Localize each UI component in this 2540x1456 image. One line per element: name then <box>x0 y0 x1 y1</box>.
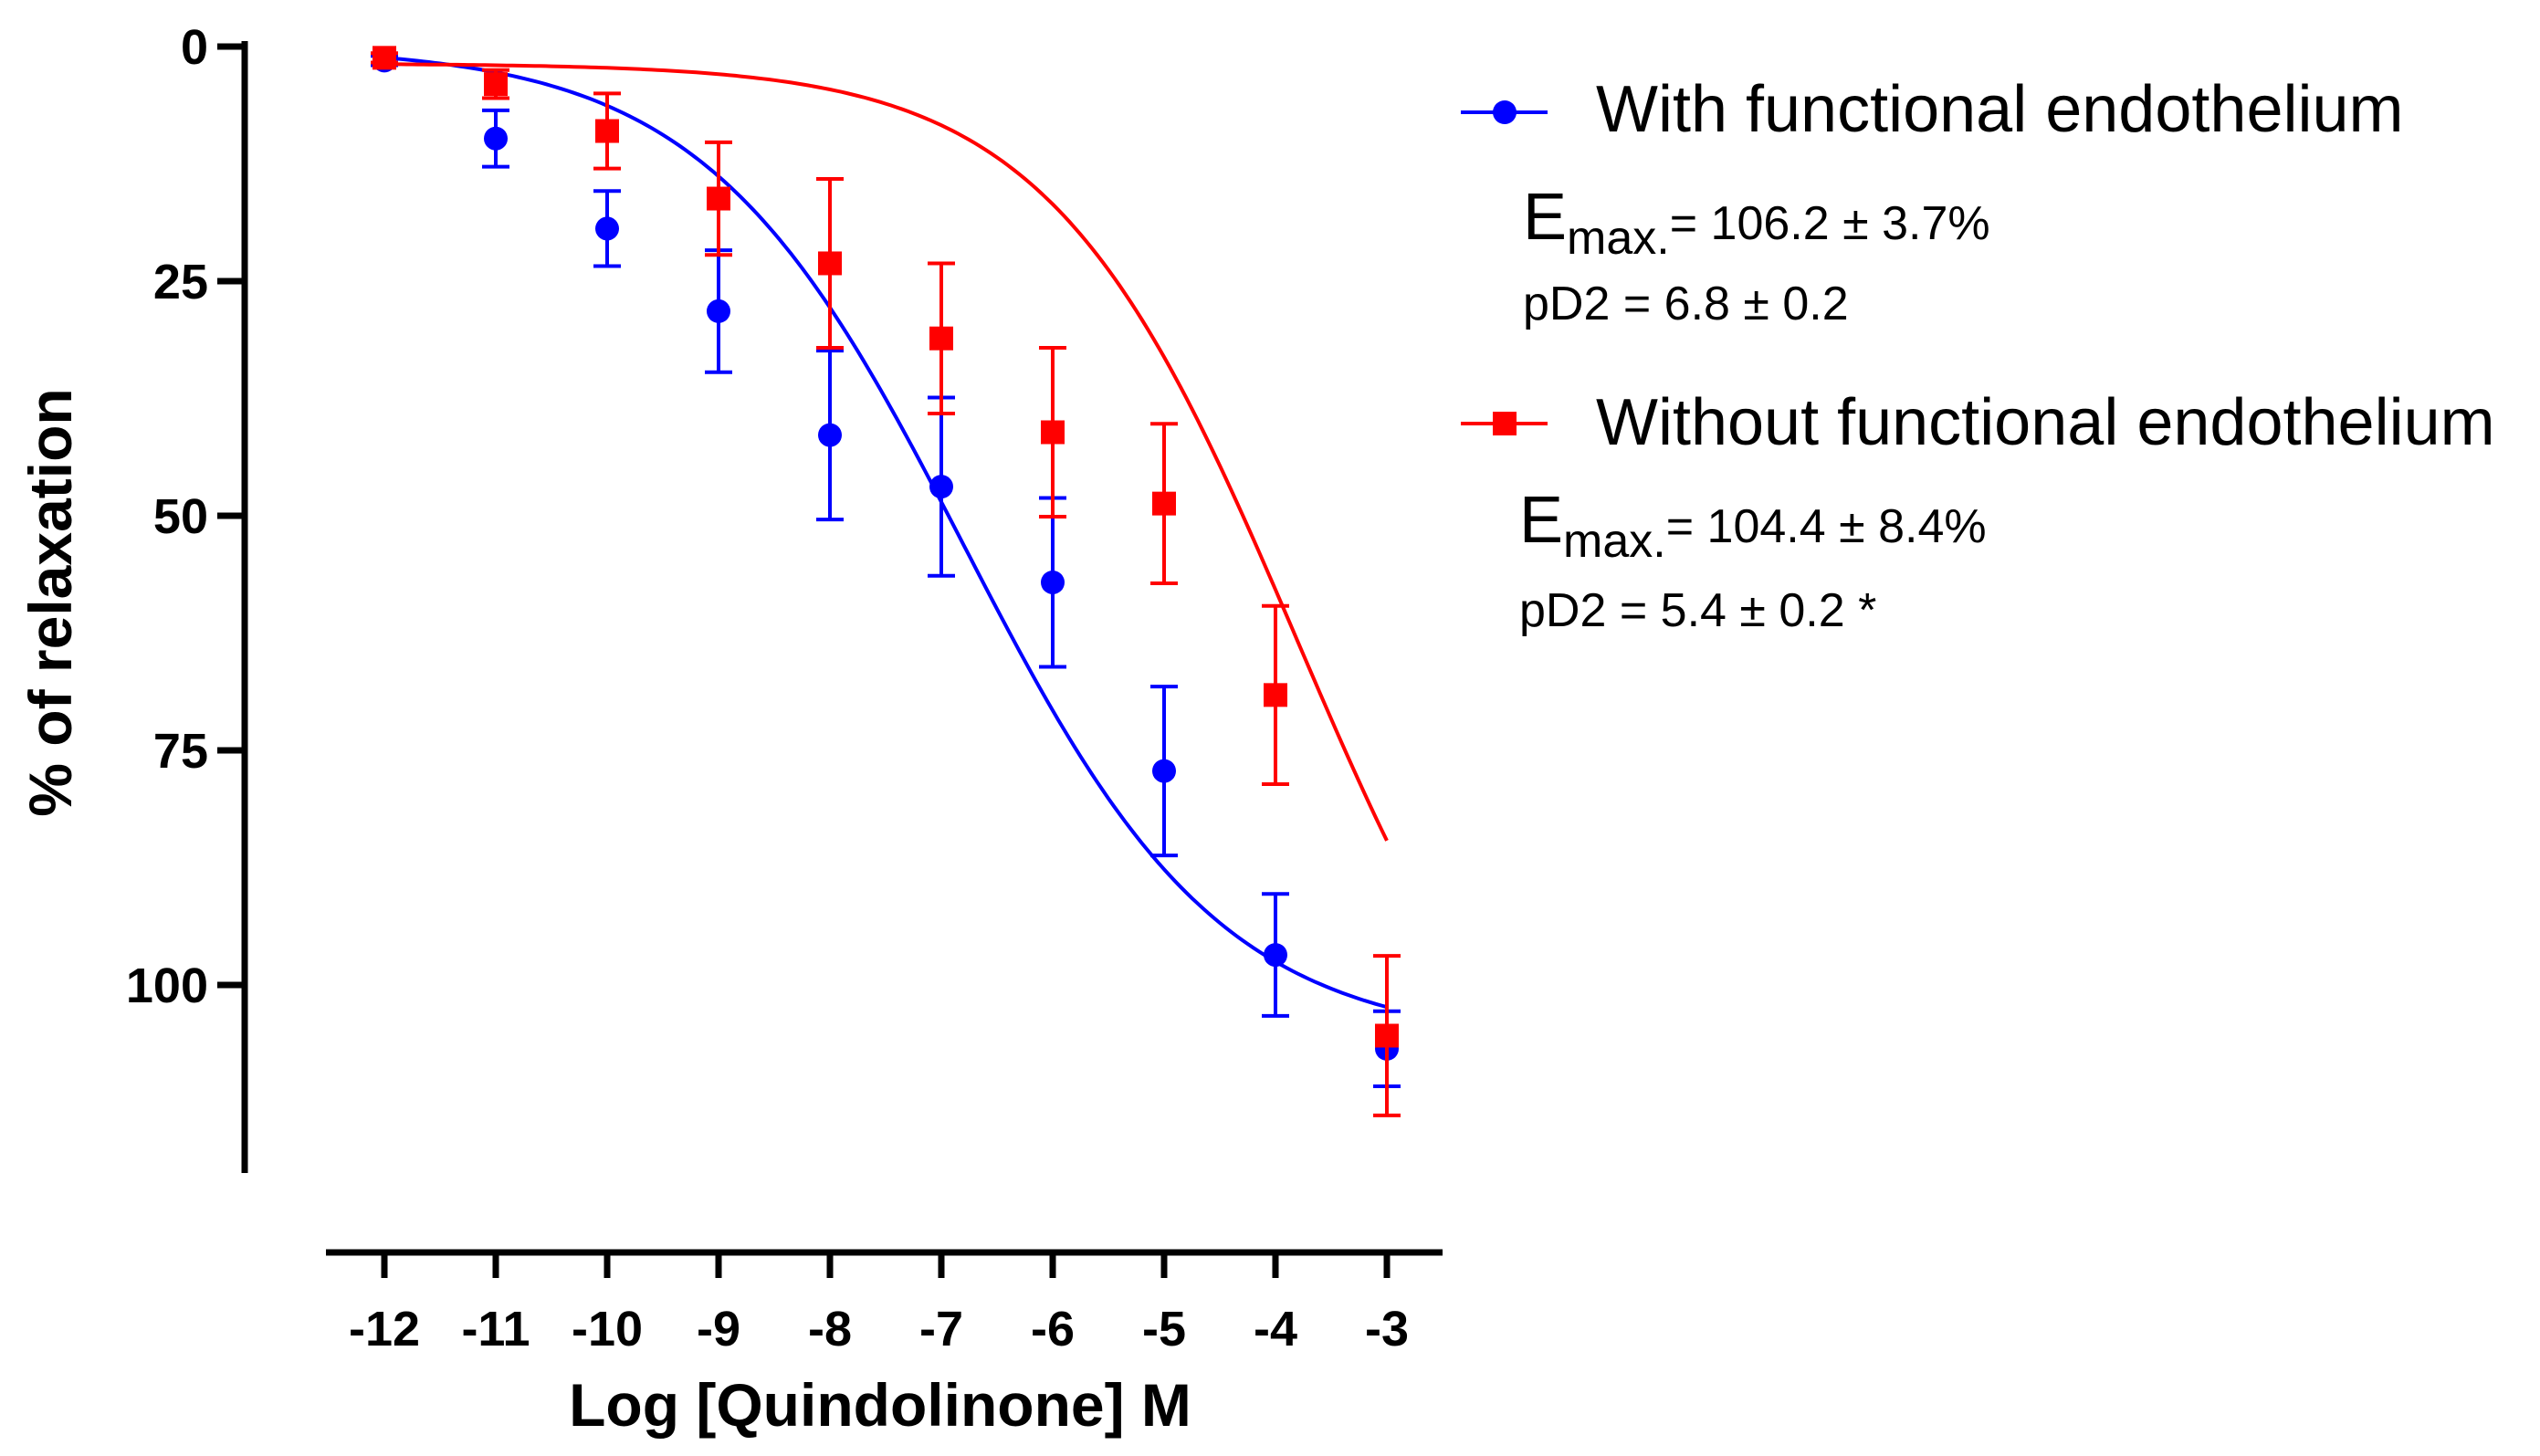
legend-label-without-endothelium: Without functional endothelium <box>1596 386 2495 459</box>
x-tick-label: -12 <box>349 1302 420 1356</box>
legend-entry-with-endothelium: With functional endothelium <box>1461 73 2404 146</box>
y-tick-label: 100 <box>126 958 208 1013</box>
data-point <box>595 216 619 241</box>
y-tick-label: 50 <box>153 489 208 544</box>
data-point <box>707 299 730 323</box>
x-tick-label: -11 <box>461 1302 530 1356</box>
x-axis-title: Log [Quindolinone] M <box>569 1371 1191 1439</box>
pd2-label-without-endothelium: pD2 = 5.4 ± 0.2 * <box>1519 584 1876 637</box>
data-point <box>1264 943 1287 968</box>
data-point <box>818 251 842 276</box>
data-point <box>1152 759 1176 783</box>
data-point <box>1041 570 1065 594</box>
data-point <box>595 119 619 143</box>
x-tick-label: -10 <box>572 1302 643 1356</box>
x-tick-label: -5 <box>1142 1302 1186 1356</box>
x-tick-label: -6 <box>1031 1302 1075 1356</box>
y-axis-ticks: 0 25 50 75 100 <box>126 20 245 1013</box>
x-tick-label: -4 <box>1254 1302 1297 1356</box>
data-point <box>1152 491 1176 516</box>
emax-label-with-endothelium: Emax.= 106.2 ± 3.7% <box>1523 181 1990 265</box>
stats-without-endothelium: Emax.= 104.4 ± 8.4% pD2 = 5.4 ± 0.2 * <box>1519 484 1987 637</box>
emax-label-without-endothelium: Emax.= 104.4 ± 8.4% <box>1519 484 1987 568</box>
data-point <box>929 326 953 351</box>
fit-curve <box>383 56 1388 1010</box>
legend-marker-circle <box>1493 100 1517 124</box>
stats-with-endothelium: Emax.= 106.2 ± 3.7% pD2 = 6.8 ± 0.2 <box>1523 181 1990 330</box>
data-point <box>484 72 508 97</box>
x-tick-label: -8 <box>808 1302 852 1356</box>
fit-curve <box>384 62 1389 842</box>
data-point <box>929 475 953 499</box>
plot-area <box>371 46 1401 1117</box>
data-point <box>707 186 730 211</box>
y-tick-label: 0 <box>181 20 208 75</box>
data-point <box>373 46 396 70</box>
series-1 <box>371 46 1401 1117</box>
legend-marker-square <box>1493 412 1517 435</box>
y-tick-label: 75 <box>153 724 208 779</box>
x-tick-label: -7 <box>919 1302 963 1356</box>
data-point <box>1375 1023 1399 1048</box>
data-point <box>1041 420 1065 445</box>
y-axis-title: % of relaxation <box>16 388 84 816</box>
data-point <box>1264 683 1287 707</box>
x-axis-ticks: -12 -11 -10 -9 -8 -7 -6 -5 -4 -3 <box>349 1252 1409 1356</box>
series-0 <box>371 48 1401 1089</box>
data-point <box>818 423 842 447</box>
y-tick-label: 25 <box>153 255 208 309</box>
legend-label-with-endothelium: With functional endothelium <box>1596 73 2404 146</box>
data-point <box>484 126 508 151</box>
legend-entry-without-endothelium: Without functional endothelium <box>1461 386 2495 459</box>
x-tick-label: -3 <box>1365 1302 1409 1356</box>
pd2-label-with-endothelium: pD2 = 6.8 ± 0.2 <box>1523 278 1849 330</box>
x-tick-label: -9 <box>697 1302 740 1356</box>
